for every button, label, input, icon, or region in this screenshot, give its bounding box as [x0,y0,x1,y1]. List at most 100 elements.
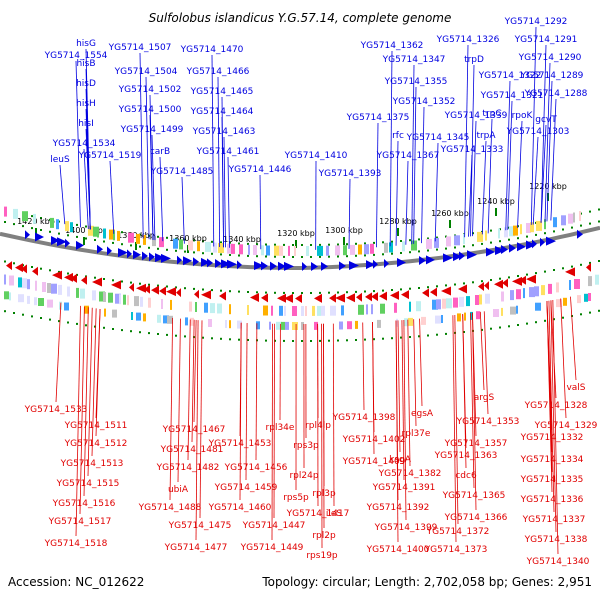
scale-label: 1280 kbp [379,217,417,226]
reverse-gene-arrow [6,261,12,271]
forward-feature-box [306,246,309,256]
forward-gene-label: YG5714_1465 [190,87,254,97]
ring-dot [328,243,330,246]
ring-dot [382,337,384,340]
ring-dot [148,332,150,335]
ring-dot [31,315,33,318]
reverse-feature-box [148,297,151,308]
reverse-leader-line [199,320,203,519]
reverse-feature-box [279,305,283,316]
reverse-gene-arrow [159,286,166,296]
forward-leader-line [421,106,425,244]
forward-feature-box [159,237,164,248]
forward-gene-label: hisB [76,59,95,69]
forward-feature-box [266,245,270,256]
ring-dot [472,244,474,247]
forward-feature-box [485,230,487,241]
forward-gene-arrow [107,246,112,256]
ring-dot [598,220,600,223]
ring-dot [589,261,591,264]
reverse-gene-arrow [15,263,23,273]
forward-gene-arrow [65,238,70,248]
reverse-feature-box [136,312,141,321]
forward-feature-box [279,245,283,256]
ring-dot [40,317,42,319]
forward-gene-label: YG5714_1463 [192,127,256,137]
forward-gene-arrow [278,261,286,271]
reverse-feature-box [9,292,11,301]
ring-dot [85,324,87,327]
reverse-feature-box [321,305,325,316]
forward-gene-label: YG5714_1322 [478,71,542,81]
ring-dot [121,329,123,332]
ring-dot [121,280,123,283]
reverse-feature-box [416,301,421,312]
ring-dot [346,255,348,258]
ring-dot [58,232,60,235]
forward-feature-box [446,236,451,247]
ring-dot [544,319,546,322]
forward-leader-line [481,140,487,235]
ring-dot [445,284,447,287]
forward-gene-label: YG5714_1446 [228,165,292,175]
ring-dot [409,251,411,254]
forward-feature-box [317,245,323,256]
ring-dot [364,242,366,245]
forward-leader-line [487,118,493,234]
ring-dot [301,256,303,258]
ring-dot [85,275,87,278]
ring-dot [292,256,294,258]
forward-feature-box [248,244,250,255]
reverse-gene-arrow [371,292,378,302]
forward-feature-box [520,224,522,235]
reverse-gene-arrow [422,288,429,298]
forward-feature-box [561,215,566,226]
reverse-gene-arrow [526,274,536,284]
reverse-leader-line [560,298,567,419]
forward-leader-line [59,164,66,225]
forward-gene-label: YG5714_1534 [52,139,116,149]
reverse-leader-line [372,321,375,455]
reverse-feature-box [347,321,352,330]
ring-dot [472,232,474,235]
scale-label: 1400 kbp [65,226,103,235]
ring-dot [418,250,420,253]
forward-gene-arrow [127,249,132,259]
reverse-feature-box [4,274,6,285]
forward-gene-arrow [254,261,264,271]
forward-leader-line [434,142,439,242]
reverse-feature-box [421,316,426,325]
reverse-gene-label: YG5714_1533 [24,405,88,415]
forward-gene-arrow [215,258,222,268]
scale-label: 1240 kbp [477,197,515,206]
ring-dot [373,253,375,256]
reverse-gene-label: YG5714_1460 [208,503,272,513]
forward-gene-label: YG5714_1352 [392,97,456,107]
reverse-feature-box [208,319,212,327]
reverse-gene-label: YG5714_1467 [162,425,226,435]
forward-feature-box [152,236,156,247]
ring-dot [58,320,60,323]
reverse-gene-label: rpl24p [289,471,318,481]
forward-gene-arrow [177,255,182,265]
forward-gene-label: carB [150,147,170,157]
reverse-leader-line [472,312,477,511]
reverse-gene-label: rpl2p [312,531,336,541]
map-title: Sulfolobus islandicus Y.G.57.14, complet… [149,11,452,25]
ring-dot [598,309,600,312]
reverse-gene-arrow [194,289,199,299]
forward-leader-line [217,76,221,248]
ring-dot [571,226,573,229]
reverse-feature-box [9,275,14,286]
ring-dot [400,252,402,254]
ring-dot [130,244,132,247]
reverse-feature-box [457,313,461,322]
forward-leader-line [544,62,551,222]
ring-dot [517,324,519,326]
ring-dot [517,275,519,277]
reverse-gene-arrow [111,280,121,290]
reverse-feature-box [435,315,441,324]
forward-gene-arrow [133,250,141,260]
forward-gene-arrow [495,246,505,256]
